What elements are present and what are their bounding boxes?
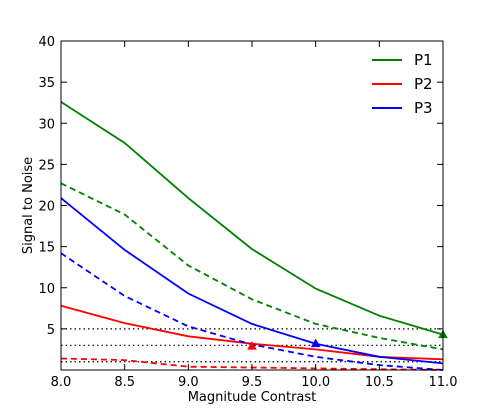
x-tick-label: 11.0 (429, 375, 458, 390)
series-3-dashed-line (60, 182, 444, 351)
x-tick-label: 10.5 (365, 375, 394, 390)
y-tick-label: 25 (38, 158, 55, 173)
series-5-dashed-line (60, 252, 444, 371)
triangle-marker-0 (247, 341, 257, 350)
p1-solid-line (60, 101, 444, 336)
y-tick-label: 35 (38, 76, 55, 91)
p3-solid-line (60, 197, 444, 365)
x-tick-label: 10.0 (301, 375, 330, 390)
legend-label-p1: P1 (414, 51, 433, 69)
y-tick-label: 10 (38, 282, 55, 297)
x-tick-label: 9.5 (242, 375, 263, 390)
x-axis-label: Magnitude Contrast (188, 390, 317, 405)
x-tick-label: 8.5 (114, 375, 135, 390)
triangle-marker-1 (310, 338, 321, 348)
p2-solid-line (60, 304, 444, 361)
y-tick-label: 30 (38, 117, 55, 132)
y-axis-label: Signal to Noise (21, 157, 36, 254)
y-tick-label: 40 (38, 35, 55, 50)
y-tick-label: 15 (38, 241, 55, 256)
axis-ticks: 8.0 8.5 9.0 9.5 10.0 10.5 11.0 5 10 15 20 25 30 35 40 (38, 35, 457, 390)
y-tick-label: 5 (47, 323, 55, 338)
legend-label-p3: P3 (414, 99, 433, 117)
legend: P1 P2 P3 (372, 51, 433, 117)
y-tick-label: 20 (38, 200, 55, 215)
data-series (60, 101, 444, 371)
legend-label-p2: P2 (414, 75, 433, 93)
x-tick-label: 8.0 (51, 375, 72, 390)
reference-lines (61, 328, 443, 363)
x-tick-label: 9.0 (178, 375, 199, 390)
